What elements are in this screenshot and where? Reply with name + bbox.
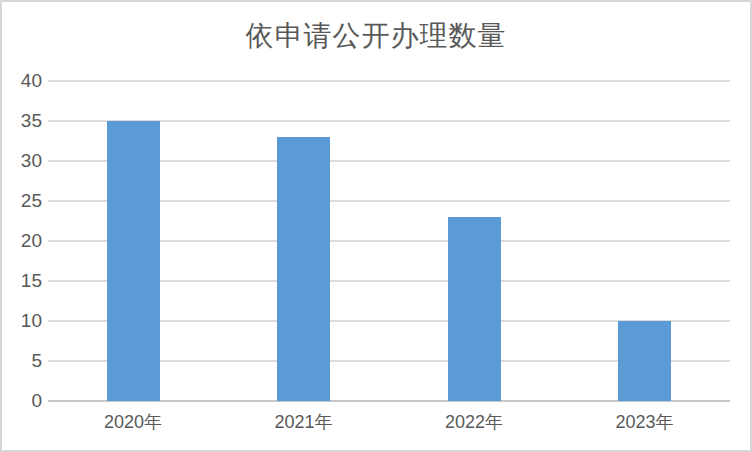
y-axis-tick-label: 40 bbox=[4, 70, 42, 92]
plot-area bbox=[48, 81, 730, 401]
y-axis-tick-label: 10 bbox=[4, 310, 42, 332]
y-axis-tick-label: 30 bbox=[4, 150, 42, 172]
y-axis-tick-label: 5 bbox=[4, 350, 42, 372]
y-axis-tick-label: 0 bbox=[4, 390, 42, 412]
x-axis-tick-label: 2021年 bbox=[219, 409, 389, 435]
y-axis-tick-label: 20 bbox=[4, 230, 42, 252]
bar bbox=[107, 121, 160, 401]
y-axis-tick-label: 35 bbox=[4, 110, 42, 132]
bar bbox=[618, 321, 671, 401]
bar bbox=[448, 217, 501, 401]
gridline bbox=[48, 80, 730, 82]
x-axis-tick-label: 2023年 bbox=[560, 409, 730, 435]
bar-chart: 依申请公开办理数量 0510152025303540 2020年2021年202… bbox=[0, 0, 752, 452]
y-axis-tick-label: 15 bbox=[4, 270, 42, 292]
x-axis-tick-label: 2020年 bbox=[48, 409, 218, 435]
x-axis-tick-label: 2022年 bbox=[389, 409, 559, 435]
y-axis-tick-label: 25 bbox=[4, 190, 42, 212]
bar bbox=[277, 137, 330, 401]
chart-title: 依申请公开办理数量 bbox=[2, 18, 750, 54]
